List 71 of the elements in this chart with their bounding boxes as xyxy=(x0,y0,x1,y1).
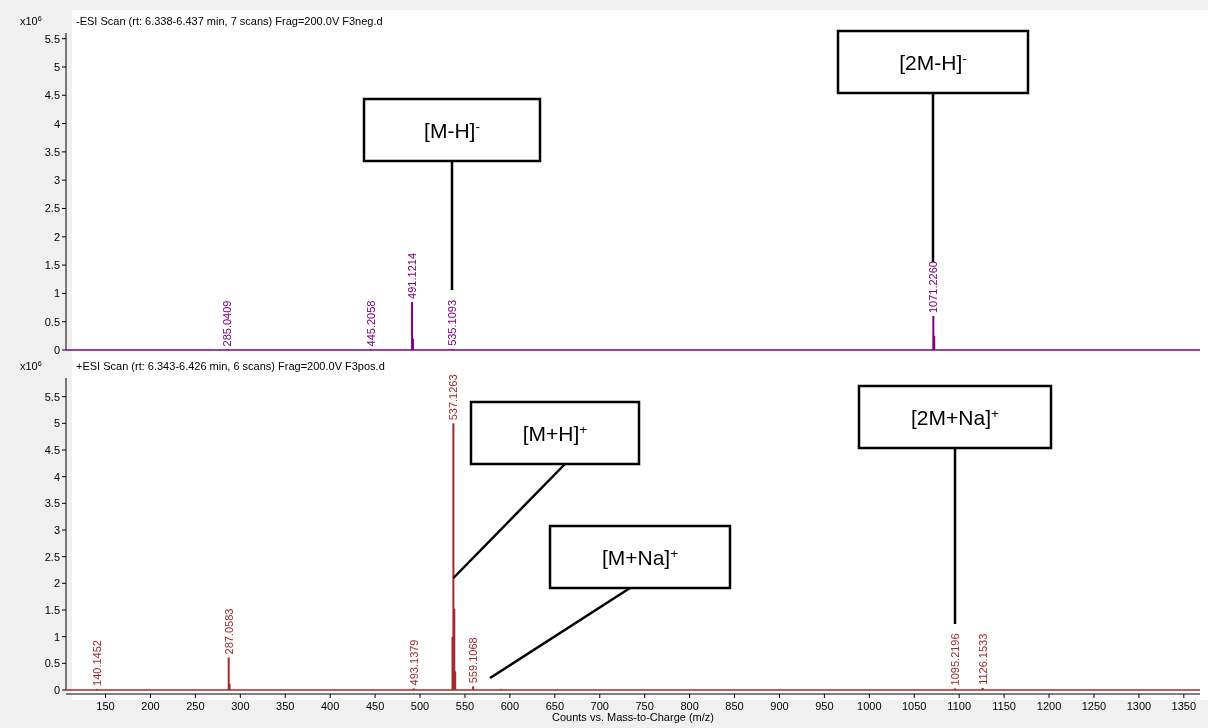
x-tick-label: 1150 xyxy=(992,700,1016,712)
y-tick-label: 1 xyxy=(53,287,60,300)
annotation: [M+H]$^{+}$ xyxy=(522,421,588,445)
annotation: 285.0409 xyxy=(220,300,233,347)
x-tick-label: 300 xyxy=(231,700,250,712)
y-tick-label: 2 xyxy=(53,230,60,243)
x-tick-label: 1000 xyxy=(857,700,882,712)
x-tick-label: 1300 xyxy=(1126,700,1152,712)
x-tick-label: 950 xyxy=(815,700,834,712)
y-tick-label: 0 xyxy=(53,344,60,356)
x-tick-label: 700 xyxy=(590,700,609,712)
y-tick-label: 2 xyxy=(53,577,60,590)
x-tick-label: 250 xyxy=(186,700,205,712)
annotation: 559.1068 xyxy=(467,637,480,684)
chart-title: +ESI Scan (rt: 6.343-6.426 min, 6 scans) Frag=200.0V F3pos.d xyxy=(76,360,385,372)
y-tick-label: 4.5 xyxy=(44,444,60,456)
x-tick-label: 600 xyxy=(500,700,520,712)
annotation: 491.1214 xyxy=(406,252,419,299)
x-tick-label: 650 xyxy=(545,700,564,712)
x-tick-label: 750 xyxy=(635,700,654,712)
annotation: 445.2058 xyxy=(364,300,377,347)
y-tick-label: 3.5 xyxy=(44,497,60,510)
x-tick-label: 850 xyxy=(725,700,744,712)
x-tick-label: 150 xyxy=(96,700,115,712)
annotation: 537.1263 xyxy=(447,374,460,421)
y-tick-label: 4 xyxy=(53,470,60,483)
annotation: 1071.2260 xyxy=(927,261,940,314)
x-tick-label: 500 xyxy=(410,700,430,712)
x-tick-label: 450 xyxy=(365,700,385,712)
x-tick-label: 1250 xyxy=(1081,700,1107,712)
y-tick-label: 0.5 xyxy=(44,657,60,670)
annotation: 287.0583 xyxy=(222,608,235,655)
x-tick-label: 800 xyxy=(680,700,699,712)
y-tick-label: 3 xyxy=(53,524,60,536)
y-tick-label: 5.5 xyxy=(44,32,60,45)
annotation: 1095.2196 xyxy=(948,633,961,686)
annotation: 535.1093 xyxy=(445,299,458,346)
y-tick-label: 5.5 xyxy=(44,390,60,403)
x-tick-label: 1100 xyxy=(947,700,972,712)
x-tick-label: 350 xyxy=(276,700,295,712)
x-tick-label: 200 xyxy=(141,700,160,712)
y-tick-label: 5 xyxy=(53,60,60,73)
x-axis-title: Counts vs. Mass-to-Charge (m/z) xyxy=(552,711,714,723)
y-tick-label: 1.5 xyxy=(44,604,60,616)
y-tick-label: 4 xyxy=(53,117,60,130)
y-tick-label: 3 xyxy=(53,174,60,187)
annotation: [2M+Na]$^{+}$ xyxy=(911,405,999,429)
y-tick-label: 2.5 xyxy=(44,202,60,215)
y-tick-label: 4.5 xyxy=(44,89,60,102)
annotation: [M+Na]$^{+}$ xyxy=(601,545,679,569)
y-tick-label: 1 xyxy=(53,630,60,643)
annotation: 1126.1533 xyxy=(976,633,989,685)
annotation: 493.1379 xyxy=(407,639,420,686)
x-tick-label: 1200 xyxy=(1036,700,1062,712)
y-tick-label: 3.5 xyxy=(44,145,60,158)
y-tick-label: 5 xyxy=(53,417,60,430)
annotation: [2M-H]$^{-}$ xyxy=(899,50,967,74)
x-tick-label: 550 xyxy=(455,700,475,712)
x-tick-label: 400 xyxy=(321,700,340,712)
y-axis-title: x10$^{6}$ xyxy=(20,15,42,27)
y-tick-label: 0.5 xyxy=(44,315,60,328)
x-tick-label: 900 xyxy=(770,700,789,712)
y-tick-label: 0 xyxy=(53,684,60,696)
annotation: 140.1452 xyxy=(90,640,103,686)
annotation: [M-H]$^{-}$ xyxy=(424,118,480,142)
y-axis-title: x10$^{6}$ xyxy=(20,360,42,372)
x-tick-label: 1350 xyxy=(1171,700,1197,712)
y-tick-label: 1.5 xyxy=(44,259,60,272)
chart-title: -ESI Scan (rt: 6.338-6.437 min, 7 scans) Frag=200.0V F3neg.d xyxy=(76,15,383,27)
y-tick-label: 2.5 xyxy=(44,550,60,563)
x-tick-label: 1050 xyxy=(902,700,927,712)
